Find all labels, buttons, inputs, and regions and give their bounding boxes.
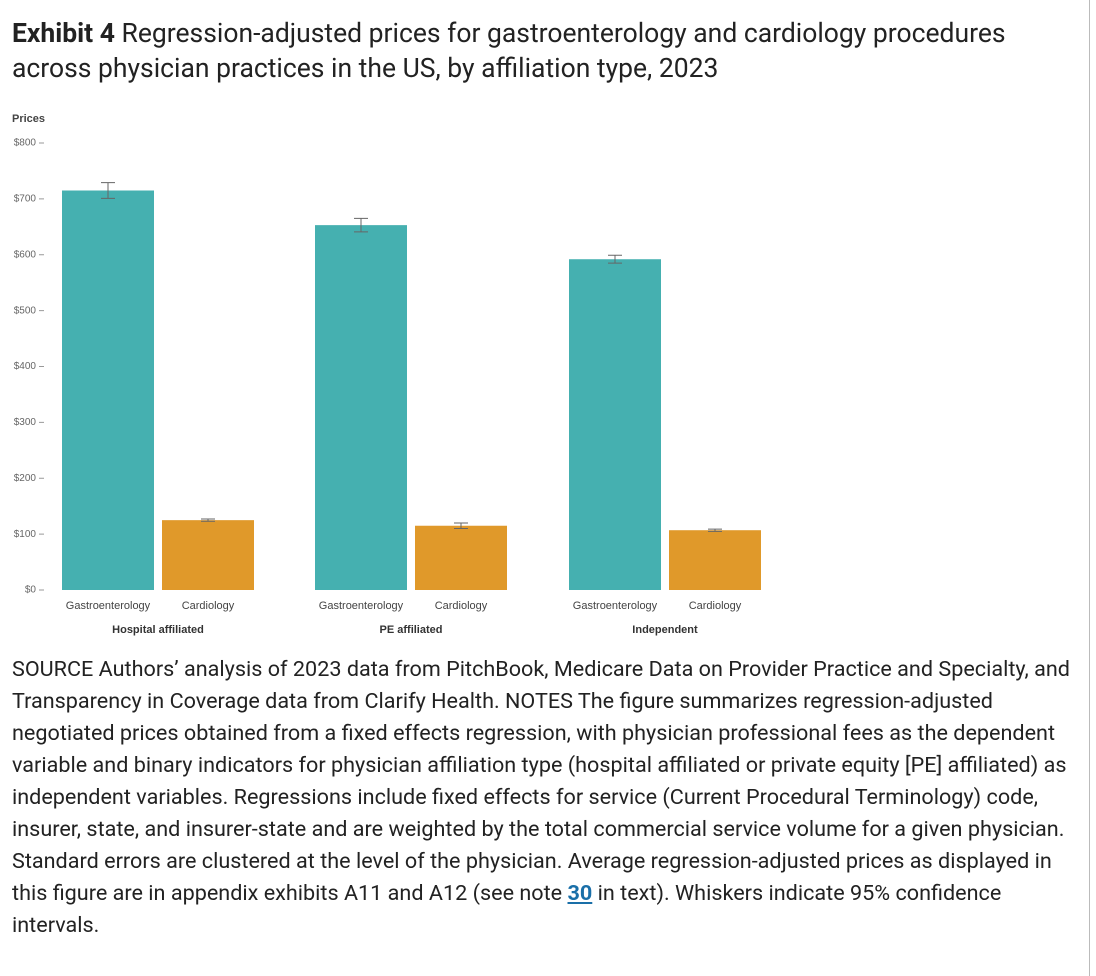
y-tick-label: $600 (14, 249, 37, 260)
group-label: Hospital affiliated (112, 624, 204, 636)
x-tick-label: Gastroenterology (66, 600, 151, 612)
y-axis-label: Prices (12, 113, 45, 125)
y-tick-label: $500 (14, 305, 37, 316)
y-tick-label: $0 (25, 585, 37, 596)
source-notes: SOURCE Authors’ analysis of 2023 data fr… (12, 654, 1082, 942)
chart: Prices $0 $100 $200 $300 $400 $500 $600 $700 $80… (12, 113, 761, 636)
x-tick-label: Cardiology (435, 600, 488, 612)
y-tick-label: $800 (14, 138, 37, 149)
source-text-end: in text). Whiskers indicate 95% confiden… (12, 881, 1002, 938)
source-text: SOURCE Authors’ analysis of 2023 data fr… (12, 657, 1070, 906)
error-bar (354, 217, 368, 233)
group-label: Independent (632, 624, 698, 636)
bar (569, 259, 661, 590)
y-tick-label: $700 (14, 194, 37, 205)
error-bar (201, 518, 215, 522)
chart-title: Exhibit 4 Regression-adjusted prices for… (12, 16, 1072, 86)
y-tick-label: $200 (14, 473, 37, 484)
bar (669, 530, 761, 590)
error-bar (454, 522, 468, 530)
error-bar (608, 254, 622, 264)
title-text: Regression-adjusted prices for gastroent… (12, 18, 1006, 84)
note-link[interactable]: 30 (567, 881, 593, 906)
error-bar (708, 528, 722, 532)
y-tick-label: $400 (14, 361, 37, 372)
divider (1089, 0, 1090, 976)
exhibit-label: Exhibit 4 (12, 18, 115, 49)
bar (162, 520, 254, 590)
error-bar (101, 182, 115, 199)
bar (62, 190, 154, 590)
x-tick-label: Gastroenterology (319, 600, 404, 612)
x-tick-label: Gastroenterology (573, 600, 658, 612)
x-tick-label: Cardiology (182, 600, 235, 612)
bar (315, 225, 407, 590)
bar (415, 525, 507, 590)
group-label: PE affiliated (380, 624, 443, 636)
y-tick-label: $100 (14, 529, 37, 540)
y-tick-label: $300 (14, 417, 37, 428)
x-tick-label: Cardiology (689, 600, 742, 612)
